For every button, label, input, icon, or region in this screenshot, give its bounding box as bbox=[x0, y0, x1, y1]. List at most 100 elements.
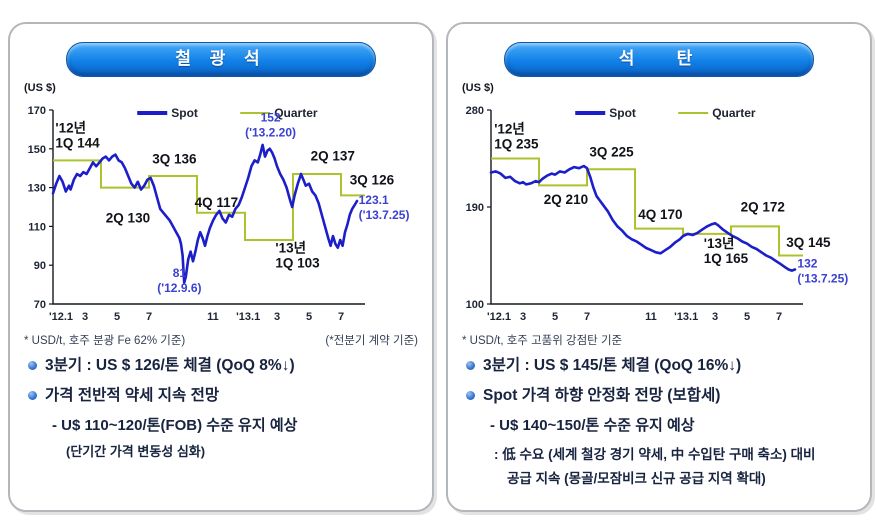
x-axis-labels: '12.1 3 5 7 11 '13.1 3 5 7 bbox=[487, 311, 782, 323]
chart-svg: 170 150 130 110 90 70'12.1 3 5 7 11 '13.1 3 5 7 Spot Qu… bbox=[28, 105, 410, 323]
bullet-text: 3분기 : US $ 126/톤 체결 (QoQ 8%↓) bbox=[45, 357, 295, 374]
bullet-text: 가격 전반적 약세 지속 전망 bbox=[45, 387, 220, 404]
svg-text:70: 70 bbox=[34, 299, 46, 311]
legend: Spot Quarter bbox=[137, 106, 318, 120]
svg-text:3Q 136: 3Q 136 bbox=[152, 151, 197, 166]
svg-text:280: 280 bbox=[466, 105, 484, 117]
bullet-line: 가격 전반적 약세 지속 전망 bbox=[28, 386, 424, 406]
iron-ore-footnote-right: (*전분기 계약 기준) bbox=[325, 335, 418, 347]
legend: Spot Quarter bbox=[575, 106, 756, 120]
svg-text:7: 7 bbox=[776, 311, 782, 323]
coal-title-pill: 석 탄 bbox=[504, 42, 814, 77]
svg-text:3Q 145: 3Q 145 bbox=[786, 235, 831, 250]
svg-text:90: 90 bbox=[34, 260, 46, 272]
svg-text:Spot: Spot bbox=[609, 106, 636, 120]
svg-text:('12.9.6): ('12.9.6) bbox=[157, 281, 201, 295]
svg-text:190: 190 bbox=[466, 202, 484, 214]
coal-title: 석 탄 bbox=[618, 49, 700, 68]
coal-chart: 280 190 100'12.1 3 5 7 11 '13.1 3 5 7 Spot Quarter '1… bbox=[457, 96, 861, 328]
bullet-text: 3분기 : US $ 145/톤 체결 (QoQ 16%↓) bbox=[483, 357, 742, 374]
svg-text:3: 3 bbox=[274, 311, 280, 323]
svg-text:100: 100 bbox=[466, 299, 484, 311]
svg-text:'13.1: '13.1 bbox=[674, 311, 698, 323]
svg-text:'12.1: '12.1 bbox=[49, 311, 73, 323]
svg-text:'13년: '13년 bbox=[275, 241, 306, 256]
svg-text:123.1: 123.1 bbox=[359, 193, 389, 207]
iron-ore-bullet-list: 3분기 : US $ 126/톤 체결 (QoQ 8%↓) 가격 전반적 약세 지… bbox=[26, 356, 424, 465]
svg-text:7: 7 bbox=[146, 311, 152, 323]
svg-text:1Q 103: 1Q 103 bbox=[275, 256, 320, 271]
iron-ore-y-unit-label: (US $) bbox=[24, 82, 56, 94]
iron-ore-title: 철 광 석 bbox=[175, 49, 267, 68]
svg-text:5: 5 bbox=[306, 311, 312, 323]
svg-text:170: 170 bbox=[28, 105, 46, 117]
svg-text:'13년: '13년 bbox=[704, 236, 735, 251]
svg-text:150: 150 bbox=[28, 144, 46, 156]
svg-text:1Q 165: 1Q 165 bbox=[704, 251, 749, 266]
bullet-dot-icon bbox=[466, 361, 475, 370]
chart-svg: 280 190 100'12.1 3 5 7 11 '13.1 3 5 7 Spot Quarter '1… bbox=[466, 105, 849, 323]
svg-text:2Q 130: 2Q 130 bbox=[106, 211, 150, 226]
svg-text:5: 5 bbox=[552, 311, 558, 323]
svg-text:7: 7 bbox=[584, 311, 590, 323]
quarter-line bbox=[491, 157, 803, 257]
svg-text:11: 11 bbox=[645, 311, 657, 323]
bullet-line: 3분기 : US $ 126/톤 체결 (QoQ 8%↓) bbox=[28, 356, 424, 376]
svg-text:'12.1: '12.1 bbox=[487, 311, 511, 323]
svg-text:1Q 235: 1Q 235 bbox=[494, 137, 539, 152]
bullet-line: (단기간 가격 변동성 심화) bbox=[66, 444, 206, 459]
svg-text:110: 110 bbox=[28, 221, 46, 233]
iron-ore-chart: 170 150 130 110 90 70'12.1 3 5 7 11 '13.1 3 5 7 Spot Qu… bbox=[19, 96, 423, 328]
svg-text:Quarter: Quarter bbox=[712, 106, 756, 120]
bullet-text: Spot 가격 하향 안정화 전망 (보합세) bbox=[483, 387, 721, 404]
y-axis-ticks: 280 190 100 bbox=[466, 105, 491, 311]
coal-panel: 석 탄 (US $) 280 190 100'12.1 3 5 7 11 '13.1 3 5 7 Sp… bbox=[446, 22, 872, 512]
svg-text:2Q 172: 2Q 172 bbox=[741, 199, 785, 214]
svg-text:130: 130 bbox=[28, 183, 46, 195]
bullet-line: 3분기 : US $ 145/톤 체결 (QoQ 16%↓) bbox=[466, 356, 862, 376]
svg-text:('13.7.25): ('13.7.25) bbox=[359, 208, 410, 222]
svg-text:'12년: '12년 bbox=[494, 122, 525, 137]
svg-text:132: 132 bbox=[797, 256, 817, 270]
svg-text:11: 11 bbox=[207, 311, 219, 323]
x-axis-labels: '12.1 3 5 7 11 '13.1 3 5 7 bbox=[49, 311, 344, 323]
svg-text:5: 5 bbox=[744, 311, 750, 323]
svg-text:Spot: Spot bbox=[171, 106, 198, 120]
bullet-dot-icon bbox=[466, 391, 475, 400]
svg-text:3: 3 bbox=[520, 311, 526, 323]
bullet-line: : 低 수요 (세계 철강 경기 약세, 中 수입탄 구매 축소) 대비 bbox=[494, 447, 816, 462]
spot-line bbox=[489, 164, 797, 272]
svg-text:('13.7.25): ('13.7.25) bbox=[797, 271, 848, 285]
spot-line bbox=[51, 143, 359, 284]
svg-text:Quarter: Quarter bbox=[274, 106, 318, 120]
iron-ore-title-pill: 철 광 석 bbox=[66, 42, 376, 77]
svg-text:3: 3 bbox=[82, 311, 88, 323]
svg-text:3: 3 bbox=[712, 311, 718, 323]
svg-text:('13.2.20): ('13.2.20) bbox=[245, 126, 296, 140]
svg-text:3Q 126: 3Q 126 bbox=[350, 173, 395, 188]
svg-text:'13.1: '13.1 bbox=[236, 311, 260, 323]
coal-footnotes: * USD/t, 호주 고품위 강점탄 기준 bbox=[462, 332, 856, 348]
bullet-line: - U$ 110~120/톤(FOB) 수준 유지 예상 bbox=[52, 417, 298, 434]
svg-text:7: 7 bbox=[338, 311, 344, 323]
y-axis-ticks: 170 150 130 110 90 70 bbox=[28, 105, 53, 311]
svg-text:5: 5 bbox=[114, 311, 120, 323]
svg-text:3Q 225: 3Q 225 bbox=[589, 144, 634, 159]
coal-y-unit-label: (US $) bbox=[462, 82, 494, 94]
svg-text:2Q 137: 2Q 137 bbox=[311, 148, 355, 163]
coal-footnote-left: * USD/t, 호주 고품위 강점탄 기준 bbox=[462, 335, 623, 347]
bullet-line: Spot 가격 하향 안정화 전망 (보합세) bbox=[466, 386, 862, 406]
coal-bullet-list: 3분기 : US $ 145/톤 체결 (QoQ 16%↓) Spot 가격 하향… bbox=[464, 356, 862, 491]
svg-text:152: 152 bbox=[261, 111, 281, 125]
bullet-dot-icon bbox=[28, 391, 37, 400]
svg-text:2Q 210: 2Q 210 bbox=[544, 192, 588, 207]
iron-ore-footnotes: * USD/t, 호주 분광 Fe 62% 기준) (*전분기 계약 기준) bbox=[24, 332, 418, 348]
iron-ore-footnote-left: * USD/t, 호주 분광 Fe 62% 기준) bbox=[24, 335, 186, 347]
svg-text:1Q 144: 1Q 144 bbox=[55, 135, 100, 150]
svg-text:4Q 170: 4Q 170 bbox=[638, 207, 682, 222]
bullet-line: - U$ 140~150/톤 수준 유지 예상 bbox=[490, 417, 695, 434]
bullet-dot-icon bbox=[28, 361, 37, 370]
